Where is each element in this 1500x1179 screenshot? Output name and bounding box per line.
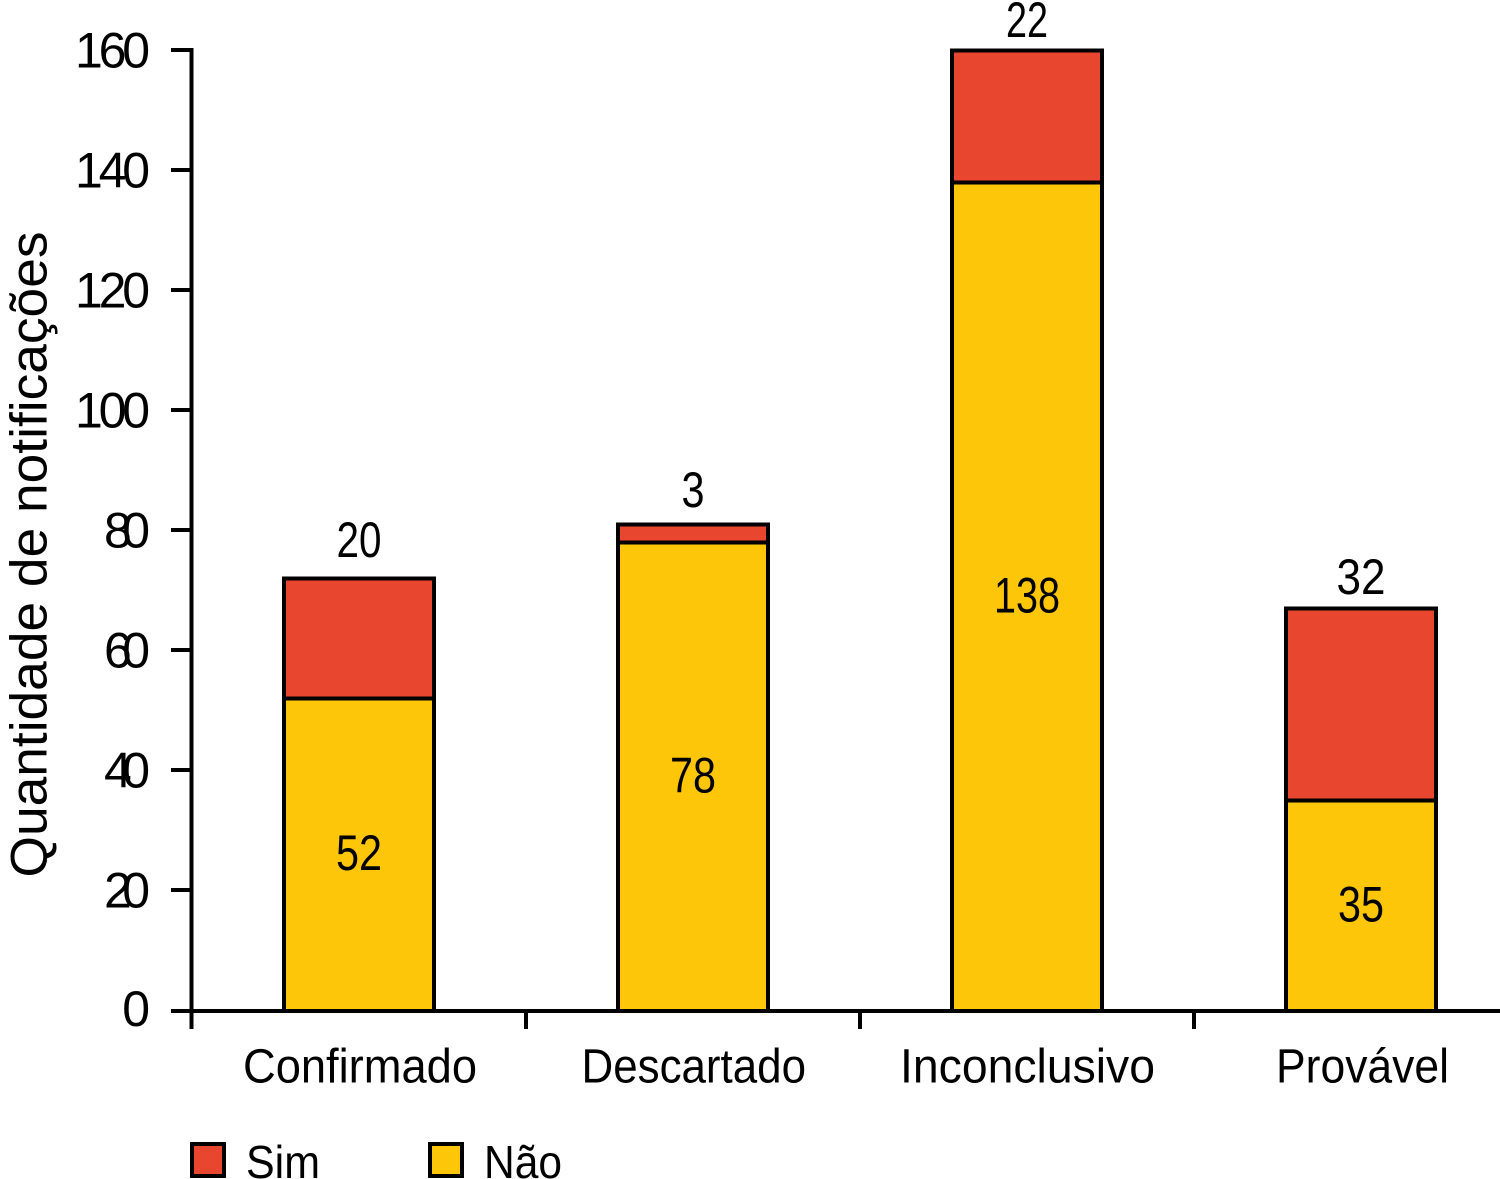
svg-text:138: 138: [994, 568, 1060, 624]
svg-text:Confirmado: Confirmado: [243, 1041, 477, 1094]
svg-text:78: 78: [670, 748, 716, 804]
svg-text:Inconclusivo: Inconclusivo: [900, 1041, 1155, 1094]
svg-text:0: 0: [122, 981, 150, 1037]
svg-text:Não: Não: [484, 1136, 562, 1179]
svg-text:120: 120: [75, 263, 150, 319]
svg-text:20: 20: [104, 863, 150, 919]
svg-text:3: 3: [682, 462, 705, 518]
svg-text:Descartado: Descartado: [582, 1041, 807, 1094]
svg-text:Quantidade de notificações: Quantidade de notificações: [1, 232, 59, 878]
svg-text:22: 22: [1006, 0, 1048, 48]
svg-text:20: 20: [337, 512, 382, 568]
svg-text:100: 100: [75, 383, 150, 439]
svg-text:32: 32: [1337, 549, 1386, 605]
svg-text:35: 35: [1338, 877, 1384, 933]
svg-text:Sim: Sim: [246, 1136, 320, 1179]
svg-text:140: 140: [75, 143, 150, 199]
svg-text:160: 160: [75, 23, 150, 79]
svg-text:80: 80: [104, 503, 150, 559]
svg-text:60: 60: [104, 623, 150, 679]
svg-text:40: 40: [104, 743, 150, 799]
svg-text:Provável: Provável: [1276, 1041, 1449, 1094]
svg-text:52: 52: [336, 825, 382, 881]
